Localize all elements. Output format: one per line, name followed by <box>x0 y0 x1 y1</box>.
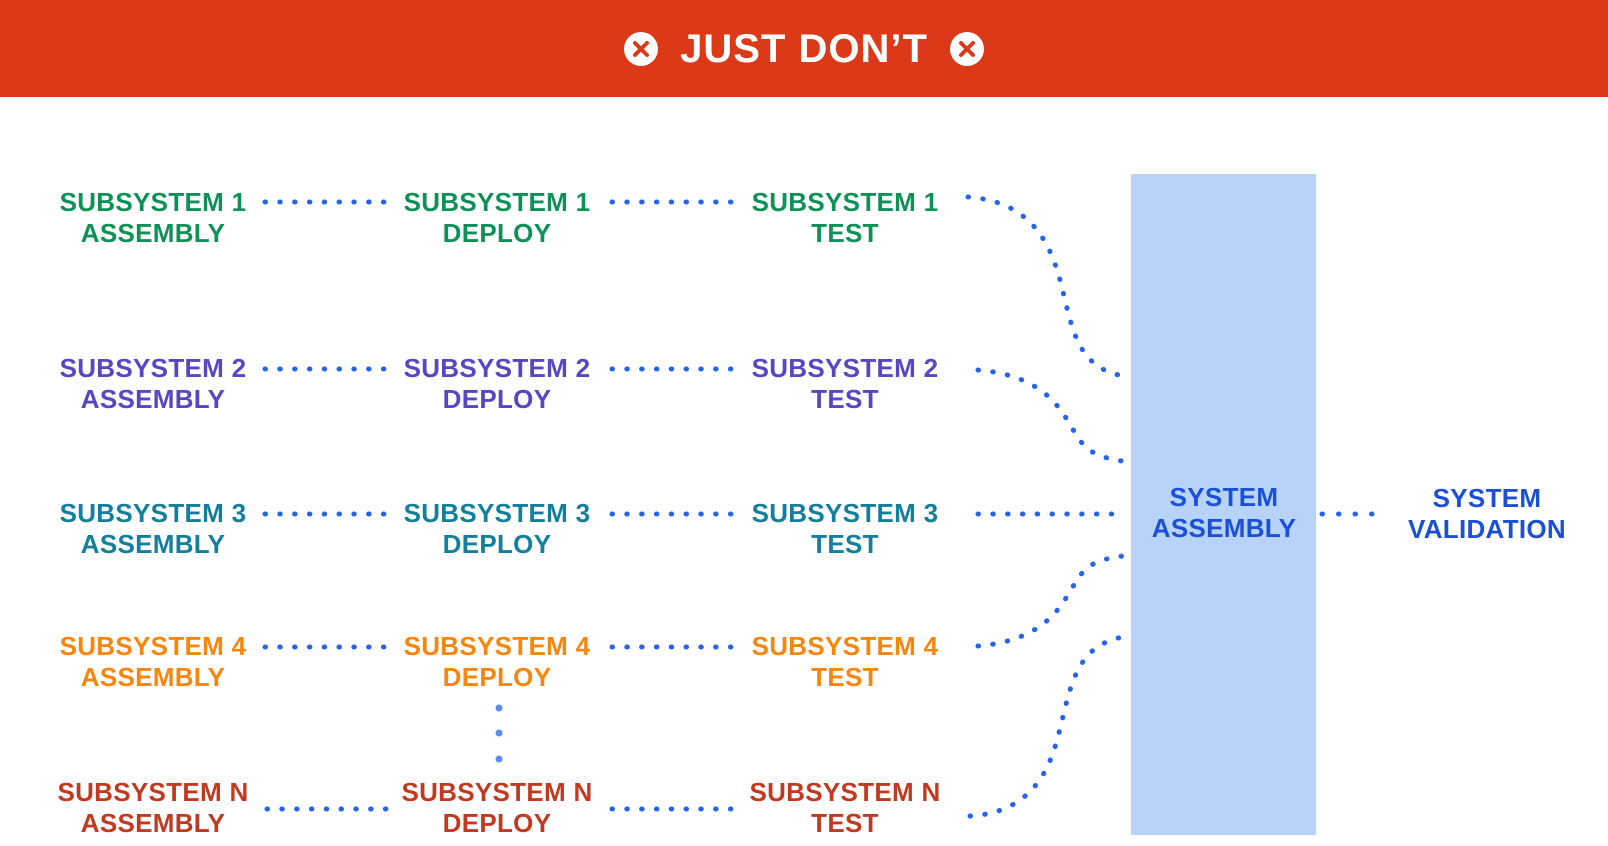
subsystem-3-assembly-label: SUBSYSTEM 3 ASSEMBLY <box>59 498 247 559</box>
subsystem-1-assembly-label: SUBSYSTEM 1 ASSEMBLY <box>59 187 247 248</box>
subsystem-4-deploy-label: SUBSYSTEM 4 DEPLOY <box>403 631 591 692</box>
ellipsis-dots <box>495 704 503 763</box>
banner: JUST DON’T <box>0 0 1608 97</box>
subsystem-n-deploy-label: SUBSYSTEM N DEPLOY <box>401 777 593 838</box>
subsystem-2-deploy-label: SUBSYSTEM 2 DEPLOY <box>403 353 591 414</box>
circle-x-icon <box>624 31 659 66</box>
subsystem-n-test-label: SUBSYSTEM N TEST <box>749 777 941 838</box>
subsystem-1-deploy-label: SUBSYSTEM 1 DEPLOY <box>403 187 591 248</box>
banner-title: JUST DON’T <box>680 26 928 71</box>
system-assembly-box <box>1131 174 1316 835</box>
circle-x-icon <box>949 31 984 66</box>
system-validation-label: SYSTEM VALIDATION <box>1407 483 1567 544</box>
subsystem-3-test-label: SUBSYSTEM 3 TEST <box>751 498 939 559</box>
subsystem-3-deploy-label: SUBSYSTEM 3 DEPLOY <box>403 498 591 559</box>
subsystem-4-test-label: SUBSYSTEM 4 TEST <box>751 631 939 692</box>
subsystem-2-assembly-label: SUBSYSTEM 2 ASSEMBLY <box>59 353 247 414</box>
subsystem-1-test-label: SUBSYSTEM 1 TEST <box>751 187 939 248</box>
subsystem-2-test-label: SUBSYSTEM 2 TEST <box>751 353 939 414</box>
system-assembly-label: SYSTEM ASSEMBLY <box>1151 482 1297 543</box>
subsystem-4-assembly-label: SUBSYSTEM 4 ASSEMBLY <box>59 631 247 692</box>
subsystem-n-assembly-label: SUBSYSTEM N ASSEMBLY <box>57 777 249 838</box>
